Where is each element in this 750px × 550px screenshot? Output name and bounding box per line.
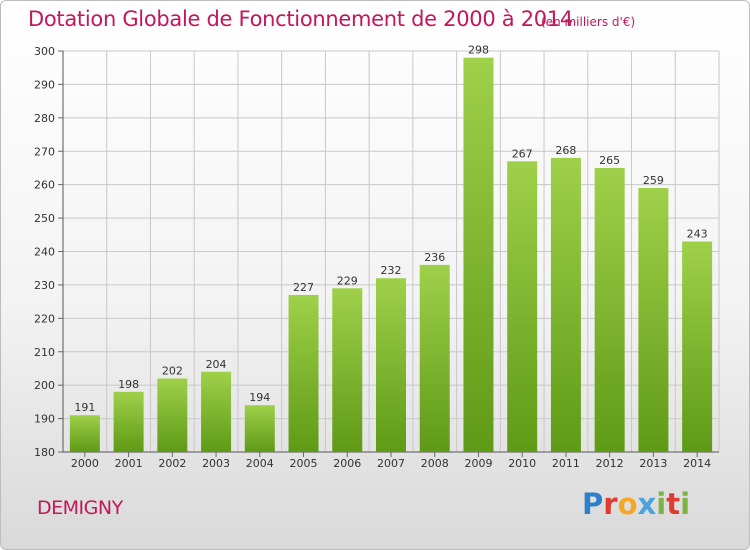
bar-2007 [376,278,406,452]
y-tick-label: 280 [34,112,55,125]
bars [69,57,713,453]
bar-2010 [507,161,538,452]
value-label-2012: 265 [599,154,620,167]
value-label-2002: 202 [162,364,183,377]
x-tick-label-2000: 2000 [71,457,99,470]
value-label-2013: 259 [643,174,664,187]
logo-letter: i [680,487,691,521]
y-tick-label: 260 [34,179,55,192]
proxiti-logo: Proxiti [582,487,690,521]
x-tick-label-2003: 2003 [202,457,230,470]
value-label-2005: 227 [293,281,314,294]
bar-2001 [113,391,144,452]
y-tick-label: 210 [34,346,55,359]
value-label-2006: 229 [337,274,358,287]
bar-2004 [244,405,275,452]
value-label-2011: 268 [555,144,576,157]
y-tick-label: 290 [34,78,55,91]
logo-letter: t [666,487,681,521]
y-tick-label: 240 [34,246,55,259]
bar-2005 [288,294,319,452]
bar-2014 [682,241,713,452]
bar-2000 [69,415,100,452]
logo-letter: r [603,487,618,521]
bar-2006 [332,288,363,452]
x-tick-label-2005: 2005 [290,457,318,470]
bar-2012 [594,167,625,453]
value-label-2004: 194 [249,391,270,404]
value-label-2014: 243 [687,227,708,240]
y-tick-label: 300 [34,45,55,58]
municipality-name: DEMIGNY [37,497,123,519]
x-tick-label-2002: 2002 [158,457,186,470]
x-tick-label-2013: 2013 [639,457,667,470]
y-tick-label: 270 [34,145,55,158]
value-label-2003: 204 [206,358,227,371]
value-label-2000: 191 [74,401,95,414]
bar-2009 [463,57,494,452]
x-tick-label-2012: 2012 [596,457,624,470]
logo-letter: P [582,487,604,521]
x-tick-label-2001: 2001 [115,457,143,470]
x-tick-label-2009: 2009 [464,457,492,470]
chart-subtitle: (en milliers d'€) [541,15,636,29]
x-tick-label-2014: 2014 [683,457,711,470]
value-label-2008: 236 [424,251,445,264]
value-label-2009: 298 [468,44,489,57]
y-tick-label: 220 [34,312,55,325]
chart-title: Dotation Globale de Fonctionnement de 20… [28,7,573,31]
x-tick-label-2007: 2007 [377,457,405,470]
y-tick-label: 250 [34,212,55,225]
value-label-2007: 232 [381,264,402,277]
x-tick-label-2006: 2006 [333,457,361,470]
y-tick-label: 180 [34,446,55,459]
bar-2008 [419,264,450,452]
y-tick-label: 200 [34,379,55,392]
x-tick-label-2008: 2008 [421,457,449,470]
x-tick-label-2010: 2010 [508,457,536,470]
y-tick-label: 190 [34,413,55,426]
value-label-2001: 198 [118,378,139,391]
bar-2002 [157,378,188,452]
labels: 180 190 200 210 220 230 240 250 260 270 280 290 300 1… [34,44,711,470]
bar-2011 [550,157,581,452]
x-tick-label-2004: 2004 [246,457,274,470]
logo-letter: o [617,487,638,521]
bar-2003 [201,371,232,452]
logo-letter: x [637,487,657,521]
y-tick-label: 230 [34,279,55,292]
bar-2013 [638,188,669,452]
value-label-2010: 267 [512,147,533,160]
x-tick-label-2011: 2011 [552,457,580,470]
logo-letter: i [656,487,667,521]
